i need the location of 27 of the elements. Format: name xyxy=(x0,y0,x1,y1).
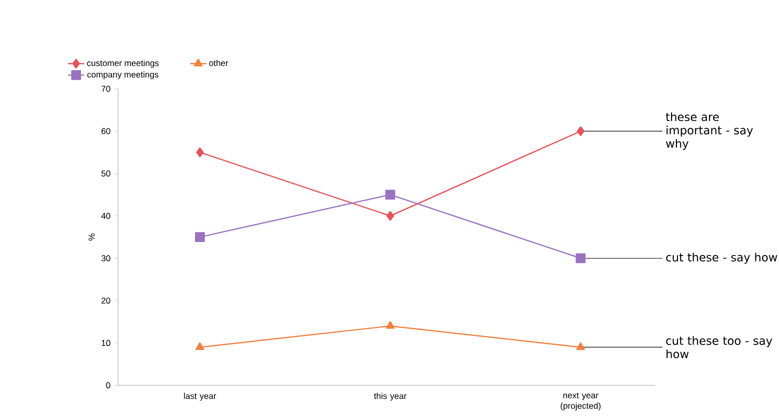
x-tick-label: this year xyxy=(374,392,407,400)
y-axis-title: % xyxy=(88,233,95,240)
y-tick-label: 10 xyxy=(102,340,110,346)
point xyxy=(194,232,205,242)
point xyxy=(196,342,204,350)
annotation: cut these - say how xyxy=(666,252,778,264)
point xyxy=(576,126,584,136)
legend-label: customer meetings xyxy=(87,60,159,68)
legend-label: company meetings xyxy=(87,71,158,79)
y-tick-label: 50 xyxy=(101,170,110,176)
annotation: cut these too - say how xyxy=(666,336,772,358)
y-tick-label: 30 xyxy=(101,254,110,262)
y-tick-label: 40 xyxy=(101,212,110,219)
y-tick-label: 60 xyxy=(102,128,110,134)
y-tick-label: 0 xyxy=(106,382,110,388)
point xyxy=(385,190,396,200)
y-tick-label: 20 xyxy=(102,297,110,304)
point xyxy=(576,342,585,350)
y-tick-label: 70 xyxy=(102,86,110,92)
legend-label: other xyxy=(209,60,228,66)
point xyxy=(196,147,204,158)
point xyxy=(386,320,395,329)
x-tick-label: next year (projected) xyxy=(560,392,601,410)
x-tick-label: last year xyxy=(184,392,216,400)
point xyxy=(386,210,394,221)
point xyxy=(576,253,586,263)
annotation: these are important - say why xyxy=(666,112,753,150)
